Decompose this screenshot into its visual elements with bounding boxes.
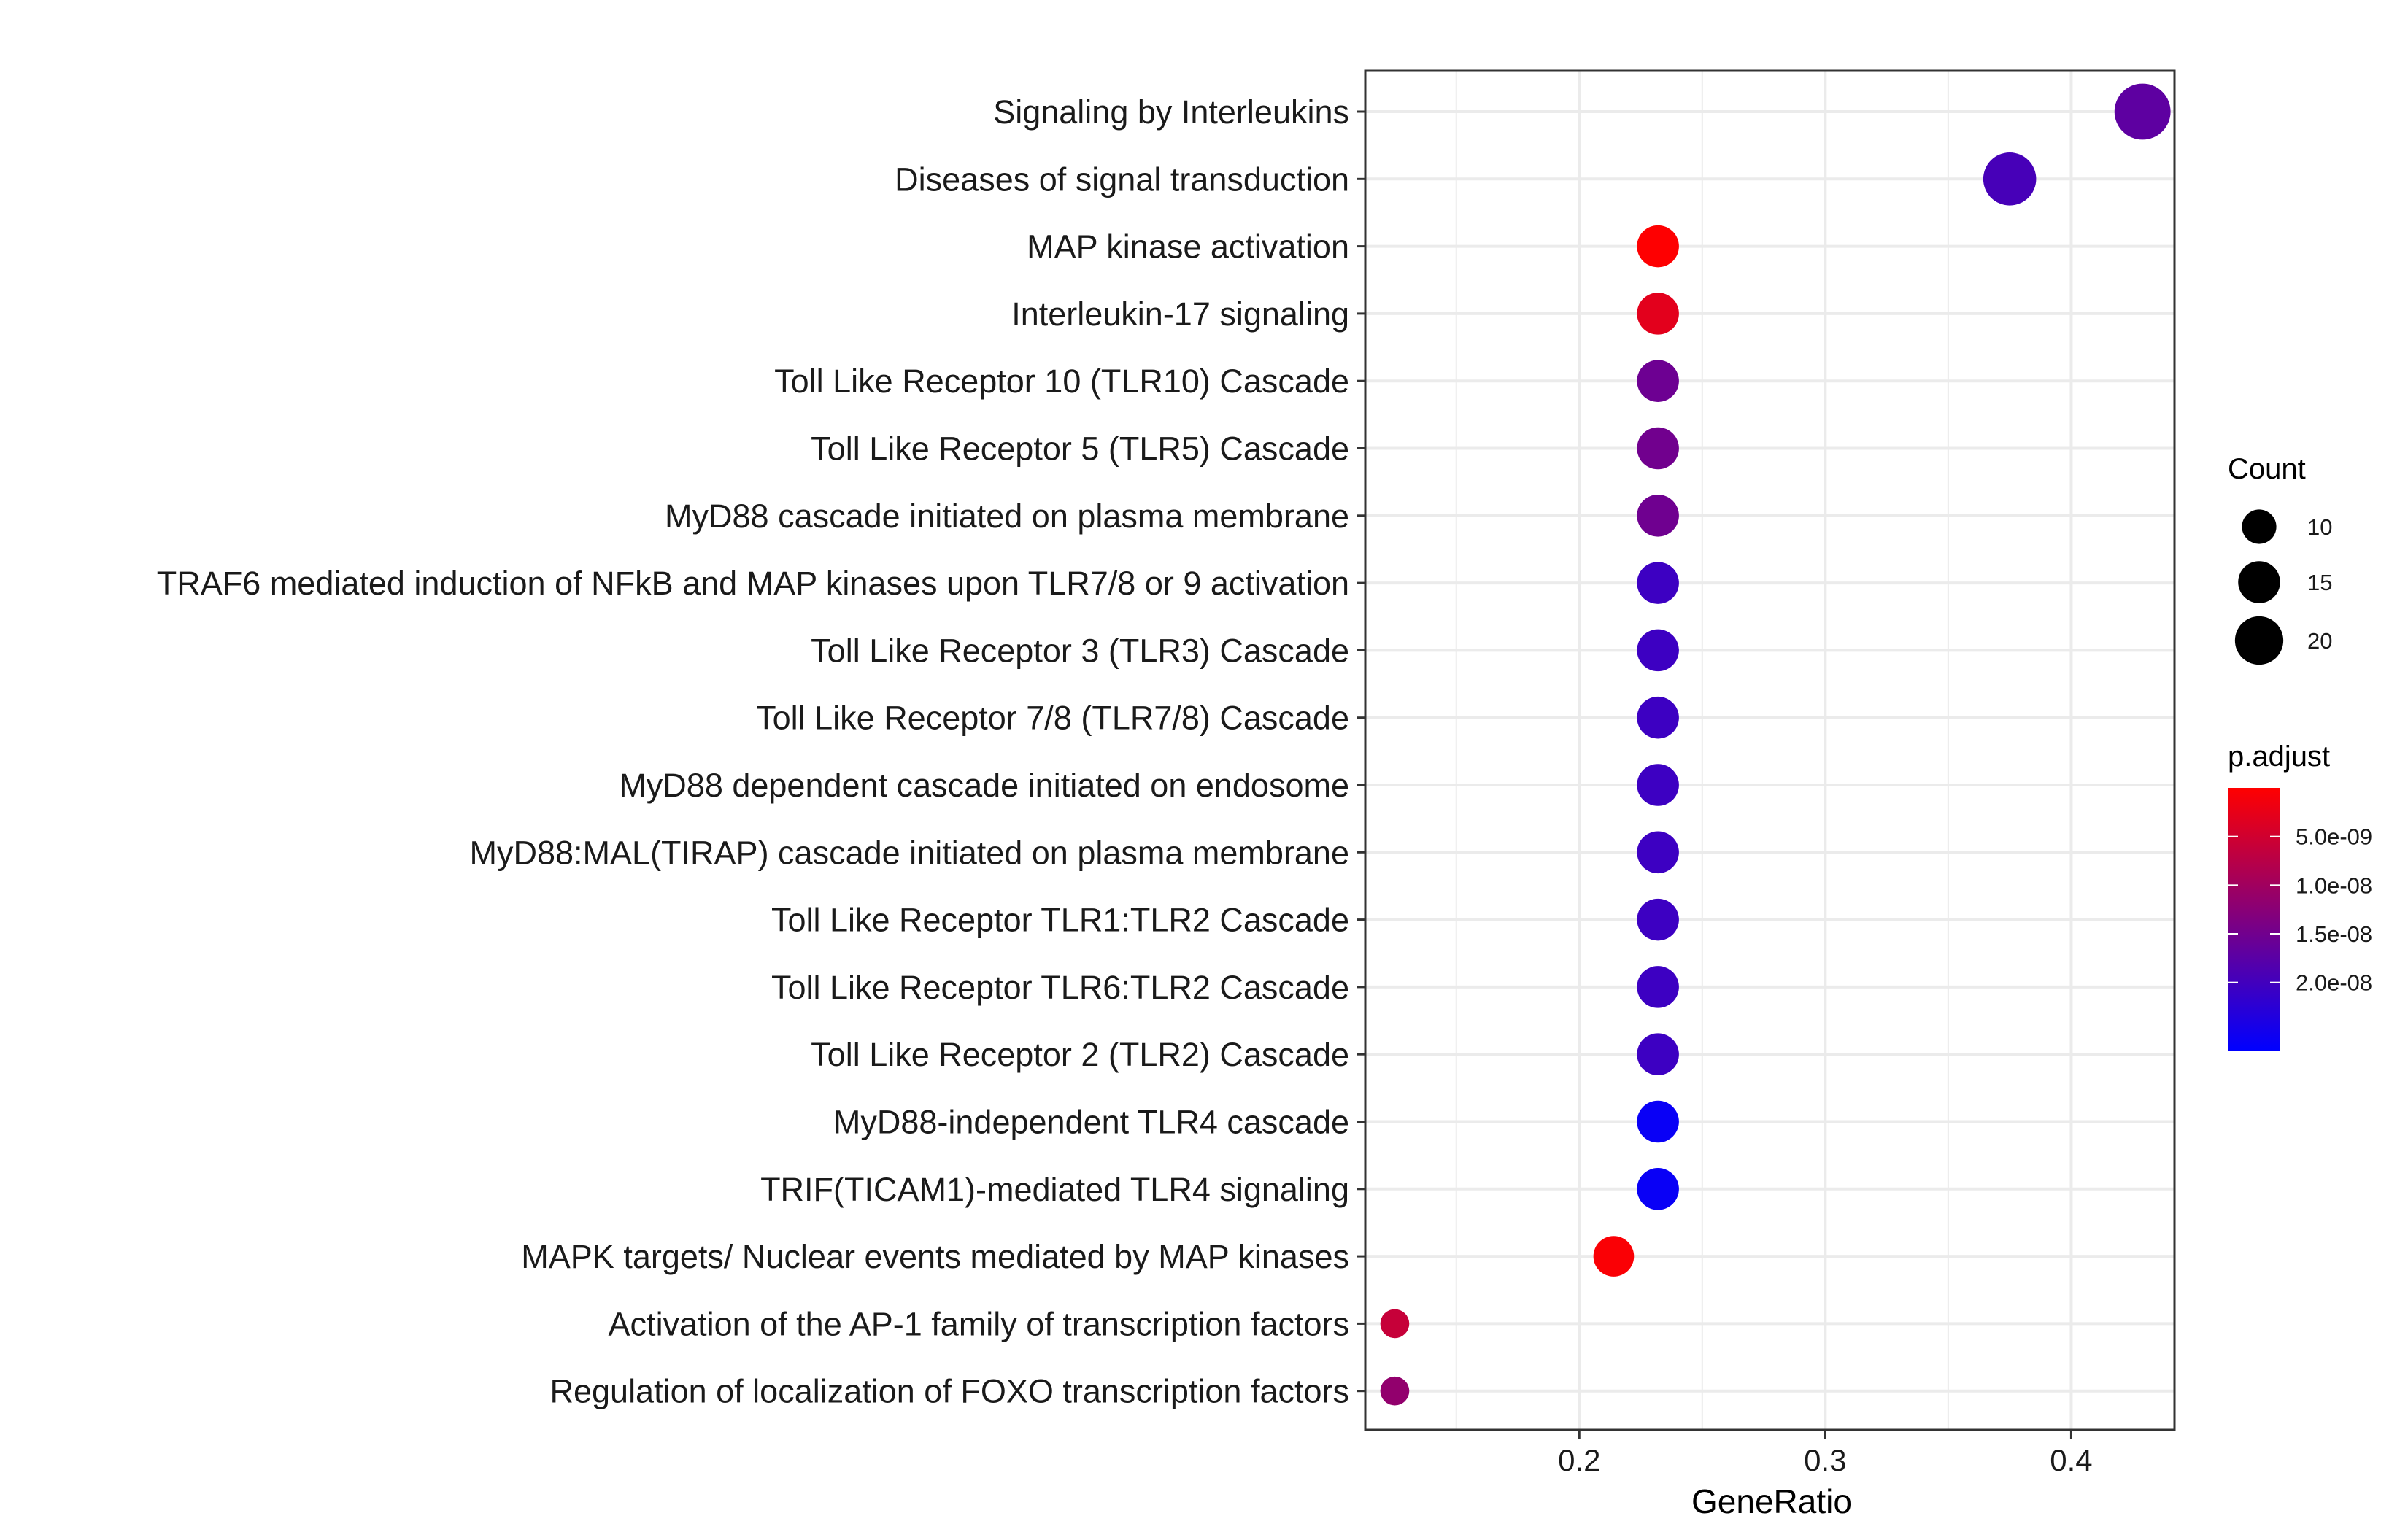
x-tick-label: 0.4 xyxy=(2050,1443,2092,1477)
data-point xyxy=(1380,1309,1410,1339)
color-legend-label: 2.0e-08 xyxy=(2296,970,2372,996)
category-label: Diseases of signal transduction xyxy=(895,160,1349,198)
x-axis-title: GeneRatio xyxy=(1691,1482,1852,1520)
category-label: Toll Like Receptor 10 (TLR10) Cascade xyxy=(774,363,1349,400)
category-label: Toll Like Receptor 7/8 (TLR7/8) Cascade xyxy=(756,700,1349,737)
category-label: MyD88-independent TLR4 cascade xyxy=(833,1104,1349,1141)
category-label: MAPK targets/ Nuclear events mediated by… xyxy=(521,1238,1349,1275)
data-point xyxy=(1637,1033,1679,1075)
size-legend-key xyxy=(2242,509,2277,544)
category-label: MyD88:MAL(TIRAP) cascade initiated on pl… xyxy=(470,834,1350,871)
data-point xyxy=(1637,898,1679,941)
color-legend: p.adjust 5.0e-09 1.0e-08 1.5e-08 2.0e-08 xyxy=(2228,740,2372,1051)
category-label: Interleukin-17 signaling xyxy=(1011,295,1349,333)
category-label: Activation of the AP-1 family of transcr… xyxy=(609,1305,1349,1342)
color-legend-label: 5.0e-09 xyxy=(2296,824,2372,850)
x-axis: 0.2 0.3 0.4 xyxy=(1558,1430,2093,1477)
data-point xyxy=(1637,629,1679,672)
size-legend-label: 10 xyxy=(2307,514,2332,540)
grid-lines xyxy=(1365,71,2174,1430)
color-legend-title: p.adjust xyxy=(2228,740,2330,773)
category-label: TRIF(TICAM1)-mediated TLR4 signaling xyxy=(760,1171,1349,1208)
data-point xyxy=(1637,696,1679,739)
data-point xyxy=(1637,495,1679,537)
category-labels: Signaling by Interleukins Diseases of sig… xyxy=(157,93,1365,1410)
data-point xyxy=(2114,83,2171,140)
color-bar xyxy=(2228,788,2280,1051)
category-label: MAP kinase activation xyxy=(1027,228,1349,266)
category-label: Regulation of localization of FOXO trans… xyxy=(549,1373,1349,1410)
x-tick-label: 0.3 xyxy=(1804,1443,1846,1477)
data-point xyxy=(1637,1168,1679,1210)
color-legend-label: 1.0e-08 xyxy=(2296,873,2372,898)
panel-frame xyxy=(1364,69,2176,1431)
data-point xyxy=(1637,293,1679,335)
size-legend-label: 15 xyxy=(2307,570,2332,595)
data-point xyxy=(1637,562,1679,604)
data-point xyxy=(1637,764,1679,806)
size-legend-title: Count xyxy=(2228,453,2306,485)
data-point xyxy=(1983,152,2037,206)
category-label: Toll Like Receptor TLR6:TLR2 Cascade xyxy=(771,969,1349,1006)
data-point xyxy=(1593,1236,1635,1277)
size-legend-key xyxy=(2238,561,2280,603)
data-point xyxy=(1637,427,1679,470)
x-tick-label: 0.2 xyxy=(1558,1443,1600,1477)
panel-background xyxy=(1365,71,2174,1430)
color-legend-label: 1.5e-08 xyxy=(2296,921,2372,947)
data-point xyxy=(1637,1100,1679,1143)
category-label: MyD88 dependent cascade initiated on end… xyxy=(619,767,1349,804)
size-legend-key xyxy=(2234,616,2284,665)
category-label: Signaling by Interleukins xyxy=(993,93,1349,131)
data-point xyxy=(1637,360,1679,402)
data-point xyxy=(1637,831,1679,874)
data-point xyxy=(1637,966,1679,1008)
category-label: Toll Like Receptor TLR1:TLR2 Cascade xyxy=(771,902,1349,939)
plot-panel xyxy=(1365,71,2174,1430)
size-legend-label: 20 xyxy=(2307,628,2332,654)
data-point xyxy=(1637,225,1679,268)
category-label: Toll Like Receptor 2 (TLR2) Cascade xyxy=(811,1036,1349,1073)
category-label: MyD88 cascade initiated on plasma membra… xyxy=(665,498,1349,535)
size-legend: Count 10 15 20 xyxy=(2228,453,2332,665)
panel-border xyxy=(1364,69,2176,1431)
category-label: Toll Like Receptor 3 (TLR3) Cascade xyxy=(811,632,1349,669)
category-label: Toll Like Receptor 5 (TLR5) Cascade xyxy=(811,430,1349,468)
category-label: TRAF6 mediated induction of NFkB and MAP… xyxy=(157,565,1349,602)
data-points xyxy=(1380,83,2171,1406)
data-point xyxy=(1380,1376,1410,1406)
